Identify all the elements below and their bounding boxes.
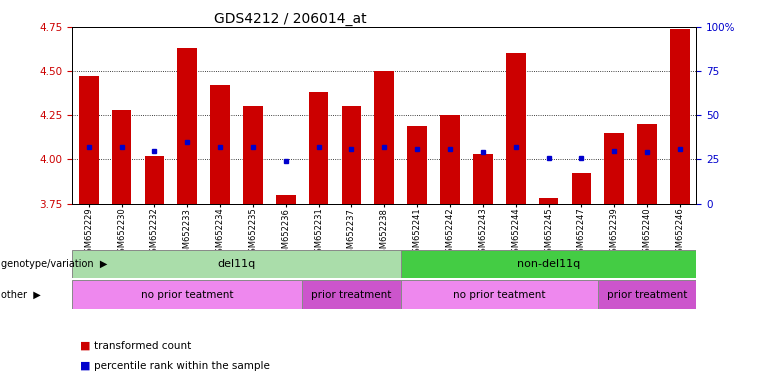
Bar <box>309 92 329 204</box>
Text: prior treatment: prior treatment <box>607 290 687 300</box>
Bar <box>145 156 164 204</box>
Bar <box>79 76 99 204</box>
Bar <box>598 280 696 309</box>
Bar <box>276 195 295 204</box>
Text: percentile rank within the sample: percentile rank within the sample <box>94 361 269 371</box>
Bar <box>572 174 591 204</box>
Text: other  ▶: other ▶ <box>1 290 40 300</box>
Bar <box>72 250 401 278</box>
Bar <box>473 154 492 204</box>
Bar <box>407 126 427 204</box>
Bar <box>670 29 689 204</box>
Text: ■: ■ <box>80 361 91 371</box>
Bar <box>539 198 559 204</box>
Bar <box>72 280 302 309</box>
Bar <box>374 71 394 204</box>
Text: prior treatment: prior treatment <box>311 290 392 300</box>
Text: del11q: del11q <box>218 259 256 269</box>
Text: transformed count: transformed count <box>94 341 191 351</box>
Bar <box>637 124 657 204</box>
Bar <box>177 48 197 204</box>
Bar <box>210 85 230 204</box>
Text: non-del11q: non-del11q <box>517 259 580 269</box>
Text: ■: ■ <box>80 341 91 351</box>
Bar <box>342 106 361 204</box>
Text: no prior teatment: no prior teatment <box>141 290 234 300</box>
Bar <box>401 250 696 278</box>
Bar <box>440 115 460 204</box>
Title: GDS4212 / 206014_at: GDS4212 / 206014_at <box>215 12 367 26</box>
Bar <box>401 280 598 309</box>
Bar <box>604 133 624 204</box>
Bar <box>506 53 526 204</box>
Text: genotype/variation  ▶: genotype/variation ▶ <box>1 259 107 269</box>
Bar <box>302 280 401 309</box>
Bar <box>112 110 132 204</box>
Bar <box>243 106 263 204</box>
Text: no prior teatment: no prior teatment <box>453 290 546 300</box>
